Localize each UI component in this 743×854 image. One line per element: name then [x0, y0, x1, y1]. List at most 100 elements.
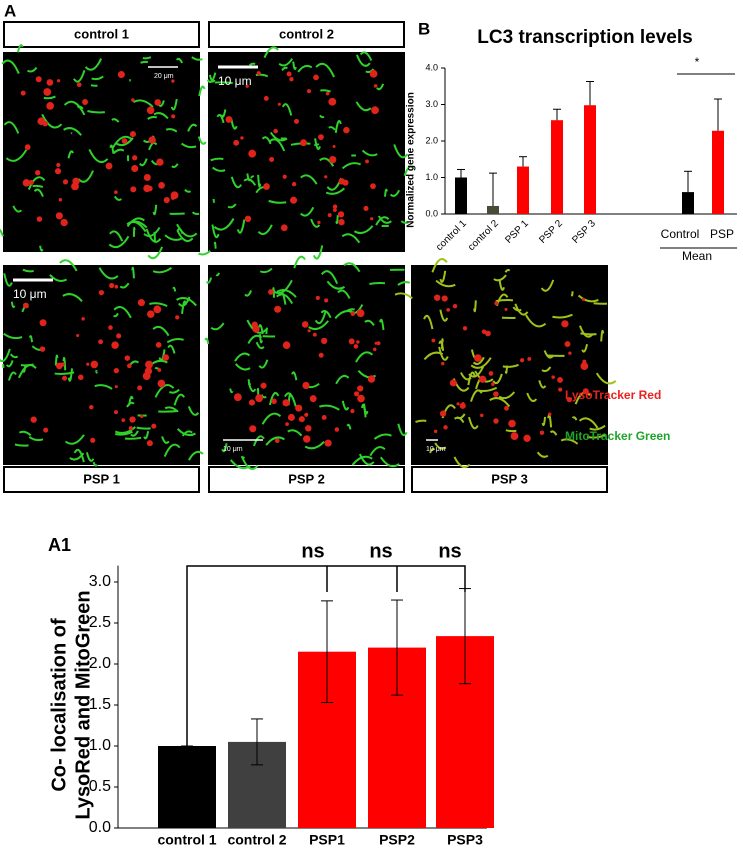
lyso [302, 382, 309, 389]
lyso [147, 107, 155, 115]
lyso [29, 180, 34, 185]
lyso [318, 134, 324, 140]
lyso [504, 308, 507, 311]
lyso [491, 382, 495, 386]
y-tick-label: 0.0 [425, 208, 438, 218]
lyso [479, 376, 486, 383]
lyso [118, 71, 125, 78]
lyso [158, 380, 166, 388]
x-tick-label: PSP 2 [537, 218, 565, 246]
mito [215, 243, 216, 249]
mito [33, 186, 43, 187]
x-tick-label: Control [661, 227, 700, 241]
bar [682, 192, 694, 214]
lyso [35, 170, 40, 175]
y-tick-label: 2.0 [425, 135, 438, 145]
y-tick-label: 1.0 [425, 172, 438, 182]
lyso [357, 395, 365, 403]
lyso [132, 155, 137, 160]
lyso [485, 331, 491, 337]
lyso [431, 339, 435, 343]
lyso [82, 99, 88, 105]
lyso [130, 186, 136, 192]
lyso [40, 346, 45, 351]
bar [455, 178, 467, 215]
lyso [89, 405, 93, 409]
lyso [125, 355, 130, 360]
scale-label: 10 μm [218, 74, 252, 88]
lyso [313, 333, 317, 337]
lyso [62, 376, 67, 381]
lyso [40, 319, 47, 326]
lyso [164, 197, 170, 203]
lyso [308, 329, 311, 332]
lyso [63, 179, 68, 184]
lyso [349, 338, 355, 344]
lyso [269, 157, 274, 162]
x-tick-label: control 2 [466, 218, 501, 253]
lyso [154, 99, 161, 106]
lyso [548, 412, 551, 415]
mito [158, 411, 178, 412]
lyso [310, 395, 317, 402]
lyso [333, 208, 337, 212]
mito [205, 339, 208, 344]
lyso [338, 219, 344, 225]
lyso [324, 298, 328, 302]
lyso [461, 402, 464, 405]
lyso [338, 211, 344, 217]
mito [91, 85, 98, 86]
lyso [108, 325, 113, 330]
lyso [171, 191, 179, 199]
mito [15, 444, 29, 445]
lyso [443, 425, 447, 429]
x-tick-label: control 1 [157, 832, 216, 848]
micrograph [3, 52, 200, 252]
lyso [305, 425, 311, 431]
scale-label: 20 μm [154, 73, 174, 80]
lyso [363, 206, 368, 211]
lyso [494, 301, 498, 305]
lyso [37, 216, 43, 222]
mito [214, 199, 215, 202]
lyso [289, 77, 293, 81]
lyso [71, 182, 79, 190]
lyso [111, 341, 119, 349]
lyso [129, 416, 135, 422]
y-tick-label: 4.0 [425, 62, 438, 72]
lyso [357, 385, 363, 391]
lyso [356, 340, 359, 343]
lyso [557, 377, 563, 383]
lyso [370, 70, 378, 78]
lyso [463, 326, 467, 330]
lyso [140, 415, 143, 418]
lyso [114, 410, 118, 414]
lyso [295, 405, 302, 412]
lyso [480, 414, 483, 417]
lyso [287, 71, 292, 76]
lyso [328, 213, 332, 217]
lyso [350, 409, 354, 413]
lyso [520, 358, 524, 362]
lyso [122, 138, 128, 144]
lyso [440, 411, 446, 417]
lyso [249, 425, 256, 432]
lyso [249, 399, 255, 405]
mito [572, 291, 573, 295]
lyso [116, 333, 121, 338]
lyso [127, 364, 132, 369]
mito [442, 339, 443, 349]
significance-label: ns [301, 540, 324, 562]
lyso [46, 102, 54, 110]
lyso [137, 385, 142, 390]
bar [712, 131, 724, 214]
lyso [263, 183, 270, 190]
scale-label: 10 μm [223, 446, 243, 453]
lyso [60, 219, 67, 226]
lyso [99, 290, 104, 295]
lyso [328, 98, 336, 106]
lyso [249, 151, 255, 157]
lyso [234, 393, 242, 401]
lyso [47, 79, 54, 86]
lyso [303, 435, 310, 442]
